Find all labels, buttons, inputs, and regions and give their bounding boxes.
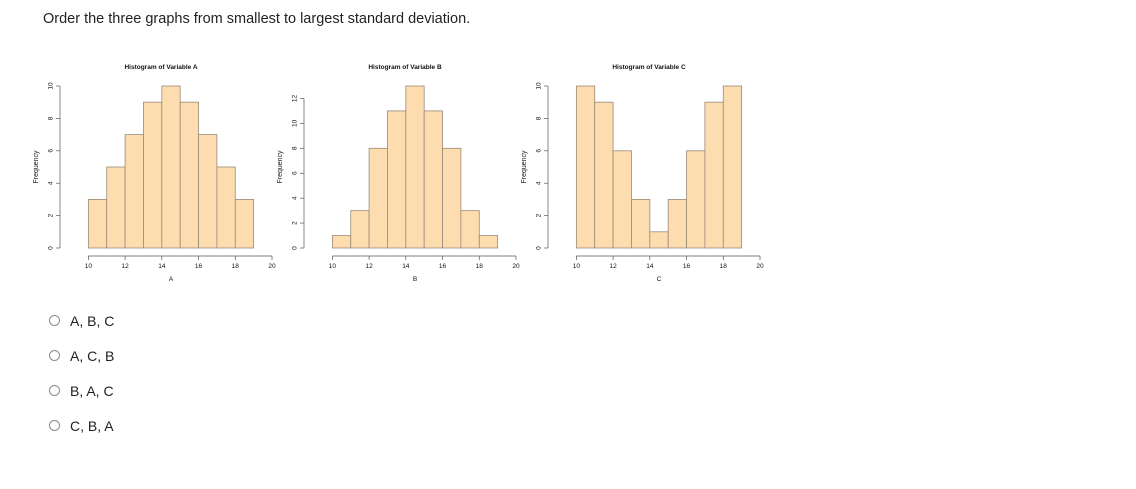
radio-button[interactable] xyxy=(49,315,60,326)
histogram-bar xyxy=(368,147,388,249)
histogram-bar xyxy=(198,134,218,249)
histogram-bar xyxy=(405,85,425,249)
histogram-bar xyxy=(350,210,370,249)
histogram-bar xyxy=(87,198,108,249)
option-1[interactable]: A, B, C xyxy=(49,303,114,338)
histogram-bar xyxy=(478,235,499,249)
histogram-bar xyxy=(234,198,255,249)
x-tick-label: 12 xyxy=(609,263,617,270)
histogram-bar xyxy=(649,231,669,249)
x-axis-label: A xyxy=(169,276,174,283)
y-tick-label: 4 xyxy=(48,181,55,185)
histogram-bar xyxy=(387,110,407,249)
histogram-bar xyxy=(331,235,352,249)
y-tick-label: 6 xyxy=(536,149,543,153)
x-axis-label: B xyxy=(413,276,417,283)
histogram-bar xyxy=(631,198,651,249)
radio-button[interactable] xyxy=(49,385,60,396)
option-2[interactable]: A, C, B xyxy=(49,338,114,373)
option-label: A, C, B xyxy=(70,347,115,364)
histogram-bar xyxy=(460,210,480,249)
y-tick-label: 2 xyxy=(292,221,299,225)
histogram-bar xyxy=(612,150,632,249)
x-tick-label: 20 xyxy=(268,263,276,270)
y-tick-label: 0 xyxy=(292,246,299,250)
x-tick-label: 20 xyxy=(756,263,764,270)
y-tick-label: 12 xyxy=(292,94,299,102)
y-tick-label: 2 xyxy=(48,213,55,217)
x-tick-label: 18 xyxy=(232,263,240,270)
chart-title: Histogram of Variable B xyxy=(368,64,442,71)
x-tick-label: 20 xyxy=(512,263,520,270)
histogram-bar xyxy=(667,198,687,249)
x-tick-label: 14 xyxy=(646,263,654,270)
y-axis-label: Frequency xyxy=(277,150,284,184)
y-tick-label: 8 xyxy=(536,116,543,120)
histogram-a: Histogram of Variable A 0 2 4 6 8 10 Frequency 1… xyxy=(33,64,276,283)
histogram-bar xyxy=(704,101,724,249)
x-tick-label: 16 xyxy=(195,263,203,270)
x-tick-label: 16 xyxy=(439,263,447,270)
x-tick-label: 10 xyxy=(85,263,93,270)
y-tick-label: 8 xyxy=(48,116,55,120)
y-tick-label: 2 xyxy=(536,213,543,217)
x-tick-label: 14 xyxy=(402,263,410,270)
chart-title: Histogram of Variable A xyxy=(124,64,197,71)
x-tick-label: 12 xyxy=(365,263,373,270)
x-axis-label: C xyxy=(657,276,662,283)
histogram-bar xyxy=(216,166,236,249)
x-tick-label: 16 xyxy=(683,263,691,270)
y-tick-label: 10 xyxy=(536,82,543,90)
y-tick-label: 0 xyxy=(48,246,55,250)
histogram-bar xyxy=(179,101,199,249)
histogram-bar xyxy=(594,101,614,249)
chart-title: Histogram of Variable C xyxy=(612,64,686,71)
option-label: C, B, A xyxy=(70,417,114,434)
y-tick-label: 4 xyxy=(292,196,299,200)
option-3[interactable]: B, A, C xyxy=(49,373,114,408)
y-tick-label: 10 xyxy=(292,119,299,127)
x-tick-label: 18 xyxy=(476,263,484,270)
option-label: A, B, C xyxy=(70,312,115,329)
histogram-bar xyxy=(442,147,462,249)
histogram-bar xyxy=(161,85,181,249)
histogram-bar xyxy=(423,110,443,249)
histogram-bar xyxy=(106,166,126,249)
question-text: Order the three graphs from smallest to … xyxy=(43,11,471,27)
y-tick-label: 10 xyxy=(48,82,55,90)
histogram-bar xyxy=(143,101,163,249)
histogram-bar xyxy=(575,85,596,249)
y-tick-label: 6 xyxy=(292,171,299,175)
y-tick-label: 0 xyxy=(536,246,543,250)
x-tick-label: 12 xyxy=(121,263,129,270)
x-tick-label: 14 xyxy=(158,263,166,270)
option-4[interactable]: C, B, A xyxy=(49,408,114,443)
histogram-bar xyxy=(722,85,743,249)
y-tick-label: 8 xyxy=(292,146,299,150)
answer-options: A, B, C A, C, B B, A, C C, B, A xyxy=(49,303,114,443)
histogram-b: Histogram of Variable B 0 2 4 6 8 10 12 Frequenc… xyxy=(277,64,520,283)
histogram-c: Histogram of Variable C 0 2 4 6 8 10 Frequency 1… xyxy=(521,64,764,283)
y-tick-label: 4 xyxy=(536,181,543,185)
y-tick-label: 6 xyxy=(48,149,55,153)
x-tick-label: 18 xyxy=(720,263,728,270)
histogram-bar xyxy=(686,150,706,249)
radio-button[interactable] xyxy=(49,420,60,431)
y-axis-label: Frequency xyxy=(33,150,40,184)
y-axis-label: Frequency xyxy=(521,150,528,184)
histogram-bar xyxy=(124,134,144,249)
radio-button[interactable] xyxy=(49,350,60,361)
option-label: B, A, C xyxy=(70,382,114,399)
x-tick-label: 10 xyxy=(573,263,581,270)
x-tick-label: 10 xyxy=(329,263,337,270)
